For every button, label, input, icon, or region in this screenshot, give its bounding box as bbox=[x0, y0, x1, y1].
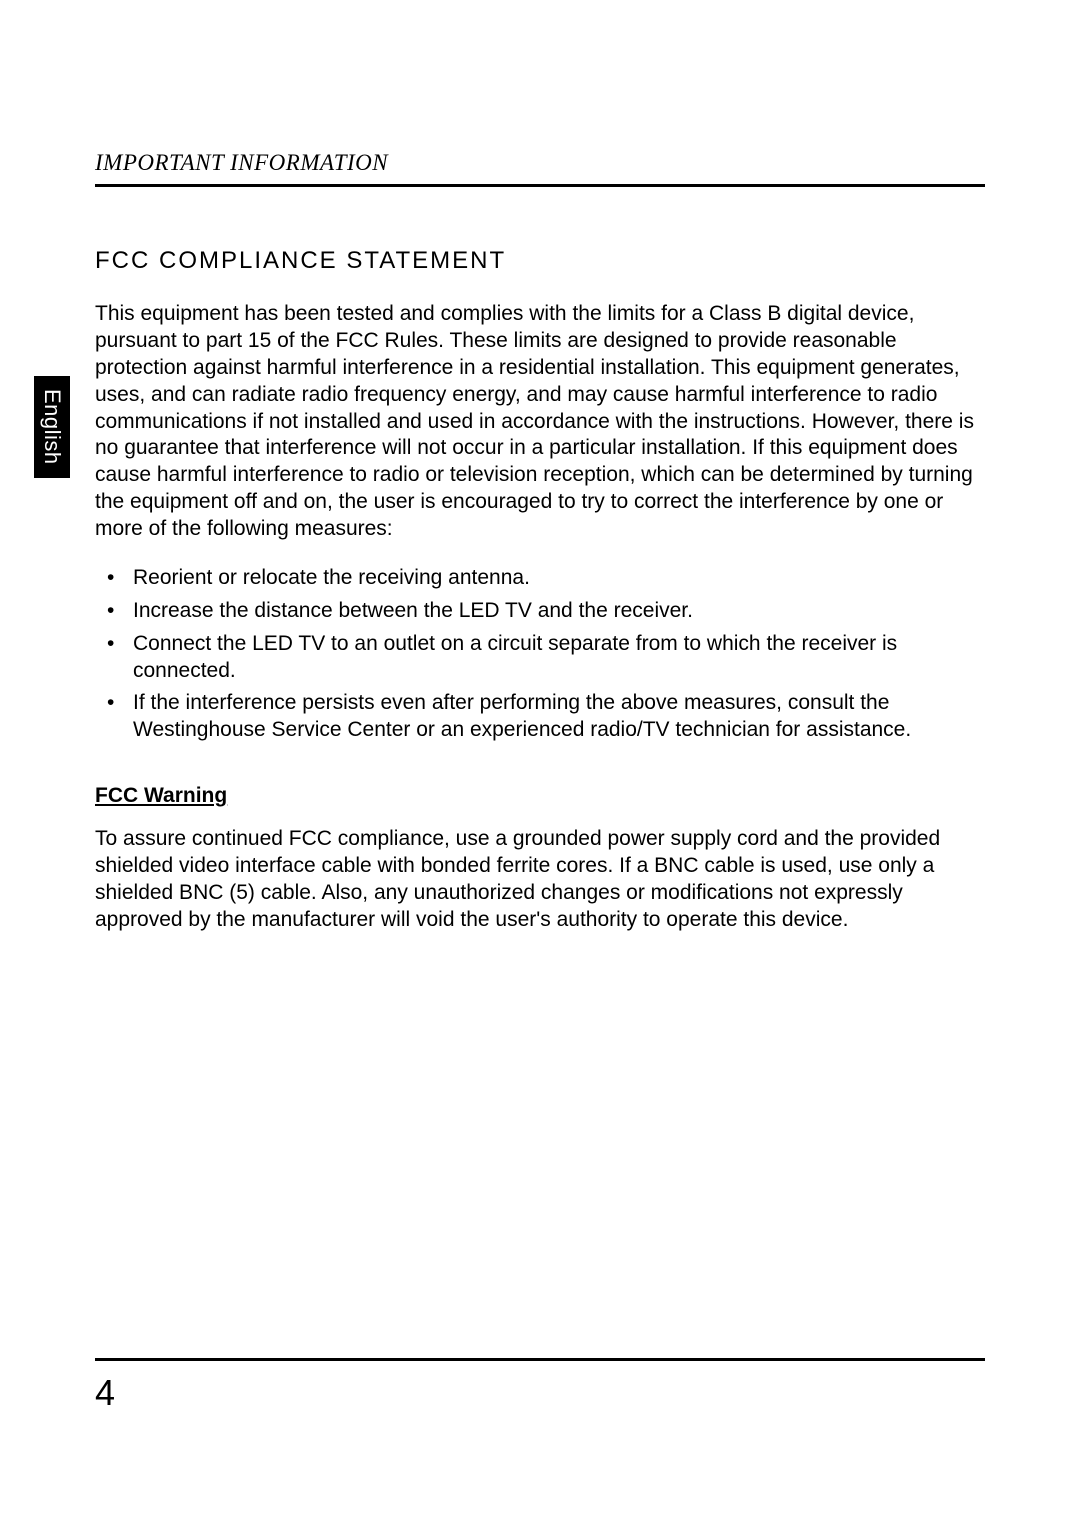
header-rule bbox=[95, 184, 985, 187]
section-title: FCC COMPLIANCE STATEMENT bbox=[95, 247, 985, 275]
list-item: Increase the distance between the LED TV… bbox=[95, 598, 985, 625]
footer-rule bbox=[95, 1358, 985, 1361]
bullet-list: Reorient or relocate the receiving anten… bbox=[95, 565, 985, 744]
list-item: Connect the LED TV to an outlet on a cir… bbox=[95, 631, 985, 685]
list-item: If the interference persists even after … bbox=[95, 690, 985, 744]
list-item: Reorient or relocate the receiving anten… bbox=[95, 565, 985, 592]
fcc-warning-heading: FCC Warning bbox=[95, 784, 985, 808]
page-number: 4 bbox=[95, 1372, 115, 1414]
running-header: IMPORTANT INFORMATION bbox=[95, 150, 985, 184]
intro-paragraph: This equipment has been tested and compl… bbox=[95, 301, 985, 543]
language-side-tab-label: English bbox=[39, 389, 65, 465]
fcc-warning-body: To assure continued FCC compliance, use … bbox=[95, 826, 985, 934]
page-content: IMPORTANT INFORMATION FCC COMPLIANCE STA… bbox=[95, 150, 985, 956]
language-side-tab: English bbox=[34, 376, 70, 478]
